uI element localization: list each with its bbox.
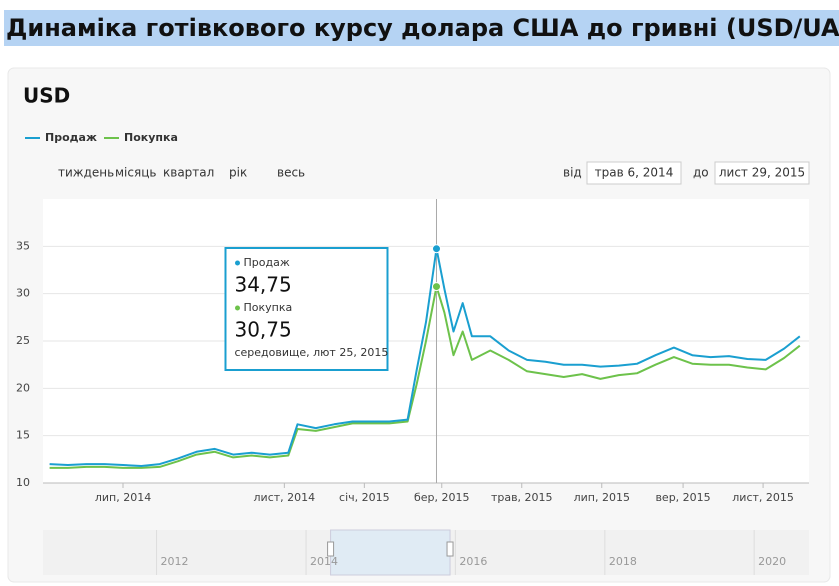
tooltip-value: 30,75 [234, 318, 291, 342]
to-input[interactable] [714, 161, 810, 185]
navigator-window[interactable] [330, 529, 451, 576]
range-button[interactable]: місяць [115, 166, 156, 180]
legend-label[interactable]: Покупка [124, 131, 178, 144]
tooltip-name: Покупка [243, 301, 292, 314]
navigator-tick-label: 2014 [310, 555, 338, 568]
y-tick-label: 30 [16, 287, 30, 300]
navigator-tick-label: 2018 [609, 555, 637, 568]
to-label: до [693, 166, 709, 180]
navigator-tick-label: 2016 [459, 555, 487, 568]
from-value: трав 6, 2014 [595, 166, 674, 180]
navigator-tick-label: 2020 [758, 555, 786, 568]
y-tick-label: 15 [16, 429, 30, 442]
x-tick-label: лист, 2015 [732, 491, 794, 504]
title-highlight [4, 10, 839, 46]
x-tick-label: вер, 2015 [655, 491, 710, 504]
from-input[interactable] [586, 161, 682, 185]
navigator-handle[interactable] [446, 541, 454, 557]
y-tick-label: 35 [16, 239, 30, 252]
x-tick-label: лист, 2014 [254, 491, 316, 504]
chart-subtitle: USD [23, 84, 70, 108]
x-tick-label: бер, 2015 [414, 491, 470, 504]
y-tick-label: 20 [16, 381, 30, 394]
series-line [49, 247, 801, 467]
hover-point [431, 244, 441, 254]
legend-label[interactable]: Продаж [45, 131, 97, 144]
tooltip-dot [234, 305, 240, 311]
from-label: від [563, 166, 582, 180]
navigator-tick-label: 2012 [161, 555, 189, 568]
tooltip-date: середовище, лют 25, 2015 [234, 346, 388, 359]
x-tick-label: трав, 2015 [491, 491, 553, 504]
tooltip-name: Продаж [243, 256, 289, 269]
range-button[interactable]: квартал [163, 166, 214, 180]
tooltip-dot [234, 260, 240, 266]
hover-point [431, 282, 441, 292]
x-tick-label: лип, 2015 [574, 491, 630, 504]
range-button[interactable]: рік [229, 166, 247, 180]
navigator-handle[interactable] [327, 541, 335, 557]
range-button[interactable]: весь [277, 166, 305, 180]
series-line [49, 285, 801, 469]
tooltip-box [224, 247, 389, 371]
y-tick-label: 25 [16, 334, 30, 347]
x-tick-label: січ, 2015 [339, 491, 390, 504]
x-tick-label: лип, 2014 [95, 491, 151, 504]
range-button[interactable]: тиждень [58, 166, 114, 180]
chart-title: Динаміка готівкового курсу долара США до… [6, 14, 839, 42]
to-value: лист 29, 2015 [719, 166, 805, 180]
tooltip-value: 34,75 [234, 273, 291, 297]
y-tick-label: 10 [16, 476, 30, 489]
